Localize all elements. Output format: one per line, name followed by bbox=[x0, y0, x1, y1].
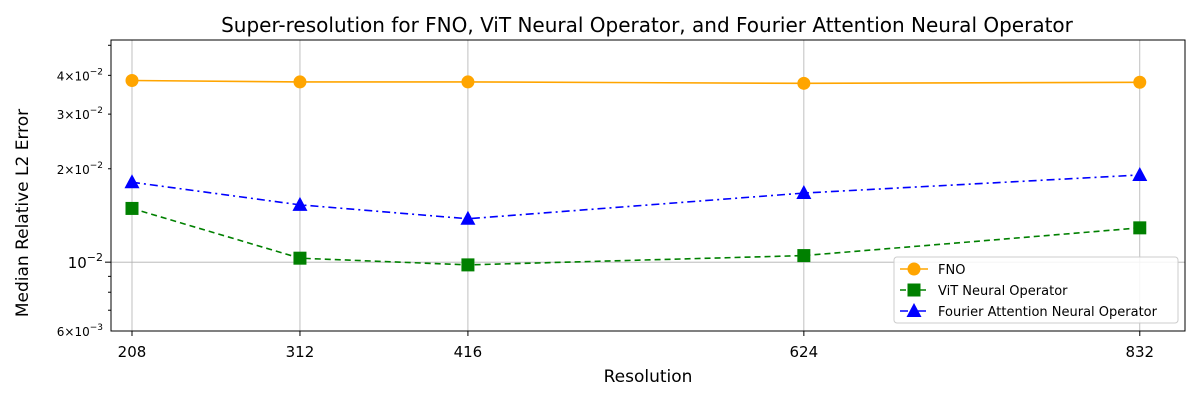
legend-box bbox=[893, 256, 1179, 324]
legend-label: FNO bbox=[938, 263, 965, 278]
data-point bbox=[460, 210, 476, 225]
series-line bbox=[131, 207, 1140, 266]
x-axis-label: Resolution bbox=[604, 367, 693, 387]
data-point bbox=[125, 74, 139, 88]
chart-title: Super-resolution for FNO, ViT Neural Ope… bbox=[221, 13, 1074, 37]
data-point bbox=[124, 174, 140, 189]
x-tick-label: 208 bbox=[118, 343, 147, 361]
y-tick-label: 6×10−3 bbox=[57, 323, 103, 339]
series-line bbox=[131, 79, 1140, 85]
data-point bbox=[292, 196, 308, 211]
legend: FNO ViT Neural Operator Fourier Attention … bbox=[893, 256, 1179, 324]
series-2 bbox=[124, 166, 1148, 225]
legend-marker bbox=[906, 303, 922, 317]
y-tick-label: 10−2 bbox=[68, 251, 103, 272]
x-tick-label: 416 bbox=[454, 343, 483, 361]
plot-frame bbox=[110, 39, 1186, 332]
ticks: 208 312 416 624 832 4×10−2 3×10−2 2×10−2 10−2 6×1… bbox=[57, 44, 1154, 361]
data-point bbox=[293, 251, 307, 265]
data-point bbox=[796, 185, 812, 200]
data-point bbox=[461, 75, 475, 89]
data-point bbox=[1132, 166, 1148, 181]
y-tick-label: 2×10−2 bbox=[57, 161, 103, 177]
data-point bbox=[1133, 75, 1147, 89]
x-tick-label: 624 bbox=[790, 343, 819, 361]
data-point bbox=[125, 201, 139, 215]
series-layer bbox=[124, 74, 1148, 272]
legend-label: ViT Neural Operator bbox=[938, 284, 1068, 299]
series-1 bbox=[125, 201, 1147, 272]
legend-marker bbox=[907, 262, 921, 276]
legend-marker bbox=[907, 283, 921, 297]
data-point bbox=[461, 258, 475, 272]
data-point bbox=[797, 249, 811, 263]
x-tick-label: 832 bbox=[1125, 343, 1154, 361]
y-tick-label: 3×10−2 bbox=[57, 106, 103, 122]
data-point bbox=[797, 76, 811, 90]
data-point bbox=[1133, 221, 1147, 235]
series-0 bbox=[125, 74, 1147, 90]
data-point bbox=[293, 75, 307, 89]
legend-label: Fourier Attention Neural Operator bbox=[938, 305, 1158, 320]
y-tick-label: 4×10−2 bbox=[57, 67, 103, 83]
y-axis-label: Median Relative L2 Error bbox=[13, 109, 33, 317]
series-line bbox=[131, 174, 1140, 220]
x-tick-label: 312 bbox=[286, 343, 315, 361]
